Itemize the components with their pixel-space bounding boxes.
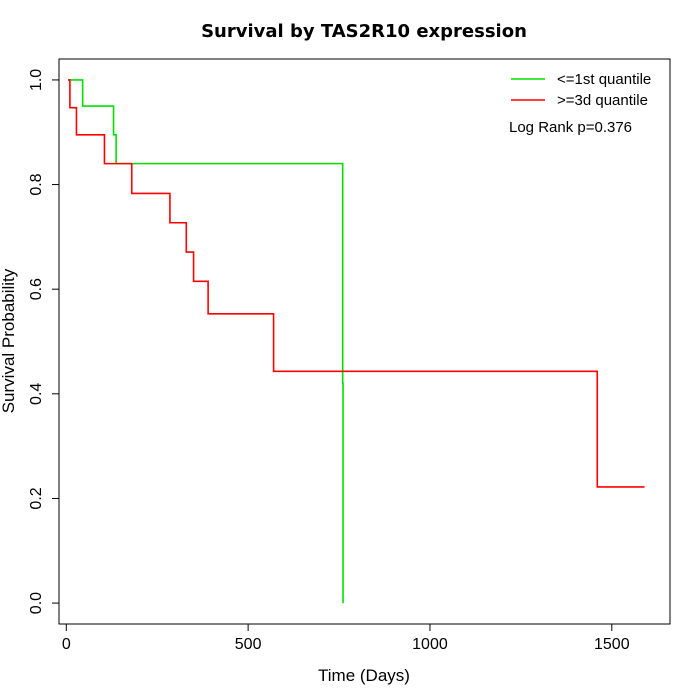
x-tick-label: 1000 [412, 636, 448, 653]
y-tick-label: 0.8 [28, 173, 45, 195]
y-axis-label: Survival Probability [0, 268, 18, 413]
chart-title: Survival by TAS2R10 expression [201, 21, 527, 42]
x-tick-label: 500 [235, 636, 262, 653]
y-tick-label: 0.0 [28, 592, 45, 614]
y-tick-label: 0.6 [28, 278, 45, 300]
legend: <=1st quantile >=3d quantile [511, 71, 651, 109]
x-tick-label: 0 [62, 636, 71, 653]
x-axis-label: Time (Days) [318, 666, 410, 685]
legend-label-1: >=3d quantile [557, 92, 648, 109]
y-tick-label: 1.0 [28, 69, 45, 91]
x-tick-label: 1500 [594, 636, 630, 653]
y-tick-label: 0.2 [28, 487, 45, 509]
plot-frame [58, 58, 671, 625]
series-line-1 [68, 79, 645, 488]
axes: 0 500 1000 1500 0.0 0.2 0.4 0.6 0.8 1.0 [28, 69, 630, 653]
legend-label-0: <=1st quantile [557, 71, 651, 88]
survival-curves [68, 79, 645, 604]
y-tick-label: 0.4 [28, 383, 45, 405]
series-line-0 [68, 79, 344, 604]
log-rank-annotation: Log Rank p=0.376 [509, 119, 632, 136]
